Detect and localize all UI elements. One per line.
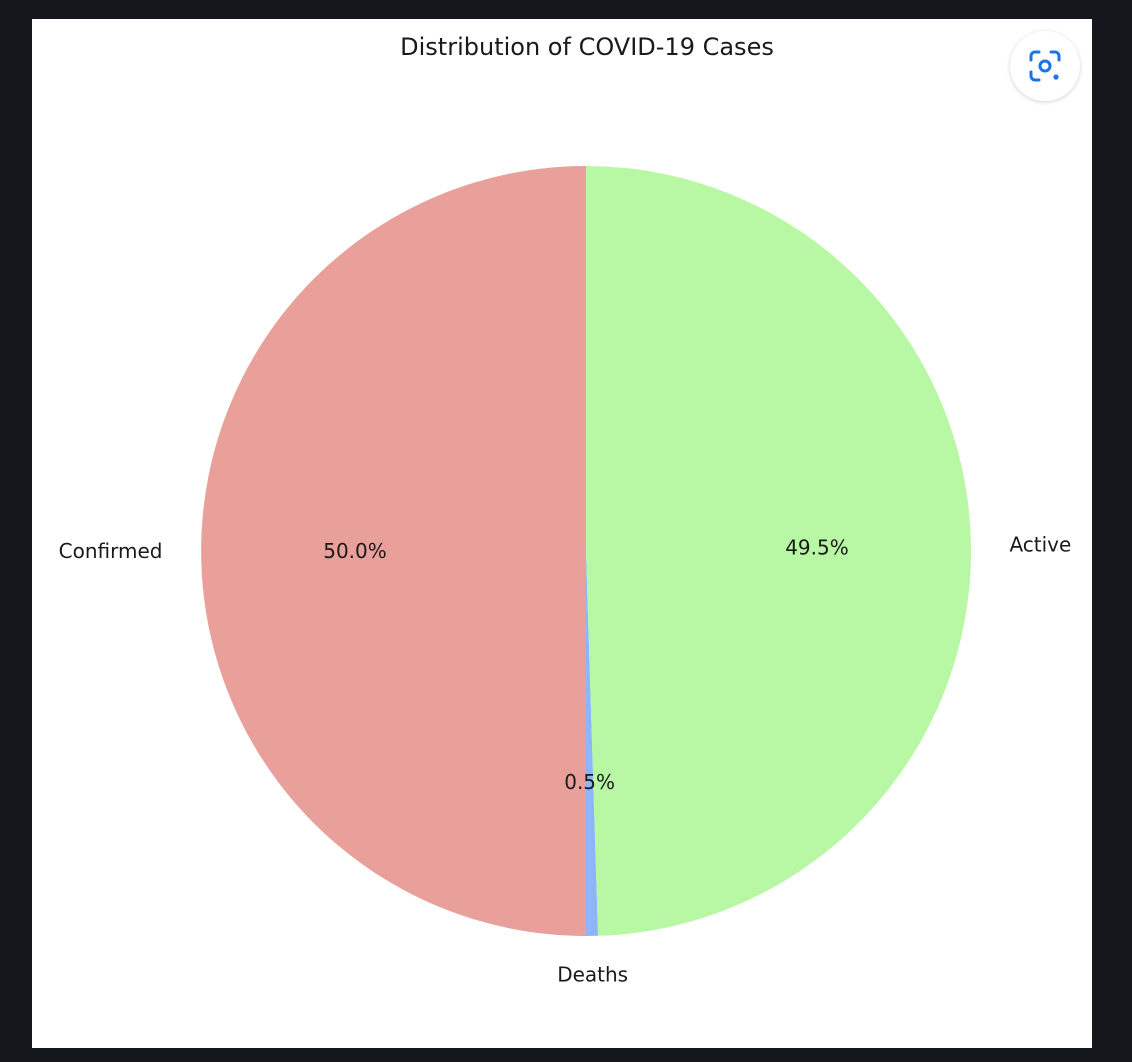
pie-percent-active: 49.5% xyxy=(785,535,849,559)
pie-label-confirmed: Confirmed xyxy=(59,539,163,563)
google-lens-icon xyxy=(1029,50,1061,82)
chart-canvas: Distribution of COVID-19 Cases Confirmed… xyxy=(32,19,1092,1048)
pie-slice-deaths xyxy=(586,551,599,936)
chart-title: Distribution of COVID-19 Cases xyxy=(400,33,774,61)
pie-labels: Confirmed 50.0% Deaths 0.5% Active 49.5% xyxy=(59,532,1072,986)
pie-label-deaths: Deaths xyxy=(557,962,628,986)
pie-label-active: Active xyxy=(1009,532,1071,556)
pie-slice-confirmed xyxy=(201,166,586,936)
pie-chart: Distribution of COVID-19 Cases Confirmed… xyxy=(59,33,1072,986)
pie-percent-deaths: 0.5% xyxy=(564,770,615,794)
pie-percent-confirmed: 50.0% xyxy=(323,539,387,563)
google-lens-button[interactable] xyxy=(1010,31,1080,101)
pie-slice-active xyxy=(586,166,971,936)
pie-slices xyxy=(201,166,971,936)
